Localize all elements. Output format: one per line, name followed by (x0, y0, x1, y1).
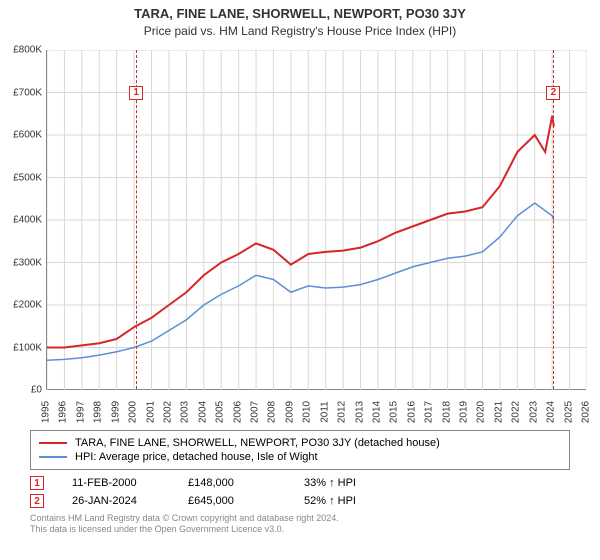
marker-table: 1 11-FEB-2000 £148,000 33% ↑ HPI 2 26-JAN-202… (30, 474, 570, 510)
series-line (47, 116, 554, 348)
legend-label: HPI: Average price, detached house, Isle… (75, 451, 318, 463)
marker-date: 11-FEB-2000 (72, 477, 160, 489)
x-tick-label: 2012 (337, 401, 348, 423)
marker-vline (136, 50, 137, 389)
x-tick-label: 2013 (354, 401, 365, 423)
x-tick-label: 2021 (493, 401, 504, 423)
y-tick-label: £600K (13, 130, 42, 141)
marker-table-badge: 1 (30, 476, 44, 490)
marker-badge: 2 (546, 86, 560, 100)
x-tick-label: 2007 (250, 401, 261, 423)
chart-container: TARA, FINE LANE, SHORWELL, NEWPORT, PO30… (0, 0, 600, 560)
x-tick-label: 2019 (459, 401, 470, 423)
legend-label: TARA, FINE LANE, SHORWELL, NEWPORT, PO30… (75, 437, 440, 449)
footer-line-2: This data is licensed under the Open Gov… (30, 524, 570, 535)
legend-item: HPI: Average price, detached house, Isle… (39, 450, 561, 464)
x-tick-label: 2023 (528, 401, 539, 423)
x-tick-label: 1995 (41, 401, 52, 423)
x-tick-label: 1996 (58, 401, 69, 423)
x-tick-label: 2014 (371, 401, 382, 423)
y-axis: £0 £100K £200K £300K £400K £500K £600K £700K £80… (0, 42, 46, 422)
legend-swatch (39, 456, 67, 458)
x-tick-label: 2020 (476, 401, 487, 423)
y-tick-label: £100K (13, 342, 42, 353)
marker-delta: 52% ↑ HPI (304, 495, 392, 507)
marker-date: 26-JAN-2024 (72, 495, 160, 507)
marker-table-row: 2 26-JAN-2024 £645,000 52% ↑ HPI (30, 492, 570, 510)
legend-swatch (39, 442, 67, 444)
chart-title: TARA, FINE LANE, SHORWELL, NEWPORT, PO30… (0, 0, 600, 21)
footer-line-1: Contains HM Land Registry data © Crown c… (30, 513, 570, 524)
x-tick-label: 1999 (110, 401, 121, 423)
x-tick-label: 2017 (424, 401, 435, 423)
x-tick-label: 2009 (284, 401, 295, 423)
x-tick-label: 2011 (319, 401, 330, 423)
y-tick-label: £800K (13, 45, 42, 56)
footer: Contains HM Land Registry data © Crown c… (30, 513, 570, 536)
x-tick-label: 2001 (145, 401, 156, 423)
marker-price: £148,000 (188, 477, 276, 489)
x-tick-label: 1998 (93, 401, 104, 423)
y-tick-label: £400K (13, 215, 42, 226)
x-tick-label: 2018 (441, 401, 452, 423)
x-tick-label: 2010 (302, 401, 313, 423)
x-tick-label: 2015 (389, 401, 400, 423)
x-tick-label: 2000 (128, 401, 139, 423)
x-tick-label: 2026 (581, 401, 592, 423)
x-tick-label: 2016 (406, 401, 417, 423)
marker-delta: 33% ↑ HPI (304, 477, 392, 489)
x-tick-label: 2005 (215, 401, 226, 423)
x-tick-label: 1997 (75, 401, 86, 423)
x-tick-label: 2025 (563, 401, 574, 423)
legend: TARA, FINE LANE, SHORWELL, NEWPORT, PO30… (30, 430, 570, 470)
x-tick-label: 2024 (546, 401, 557, 423)
x-tick-label: 2002 (162, 401, 173, 423)
plot-area: 12 (46, 50, 586, 390)
y-tick-label: £500K (13, 172, 42, 183)
x-tick-label: 2022 (511, 401, 522, 423)
x-tick-label: 2006 (232, 401, 243, 423)
x-tick-label: 2004 (197, 401, 208, 423)
chart-area: £0 £100K £200K £300K £400K £500K £600K £700K £80… (0, 42, 600, 422)
y-tick-label: £700K (13, 87, 42, 98)
marker-table-badge: 2 (30, 494, 44, 508)
chart-subtitle: Price paid vs. HM Land Registry's House … (0, 21, 600, 42)
marker-badge: 1 (129, 86, 143, 100)
marker-vline (553, 50, 554, 389)
marker-table-row: 1 11-FEB-2000 £148,000 33% ↑ HPI (30, 474, 570, 492)
series-line (47, 203, 554, 360)
legend-item: TARA, FINE LANE, SHORWELL, NEWPORT, PO30… (39, 436, 561, 450)
y-tick-label: £200K (13, 300, 42, 311)
x-tick-label: 2008 (267, 401, 278, 423)
y-tick-label: £0 (31, 385, 42, 396)
plot-svg (47, 50, 587, 390)
y-tick-label: £300K (13, 257, 42, 268)
x-tick-label: 2003 (180, 401, 191, 423)
marker-price: £645,000 (188, 495, 276, 507)
x-axis: 1995199619971998199920002001200220032004… (46, 392, 586, 422)
